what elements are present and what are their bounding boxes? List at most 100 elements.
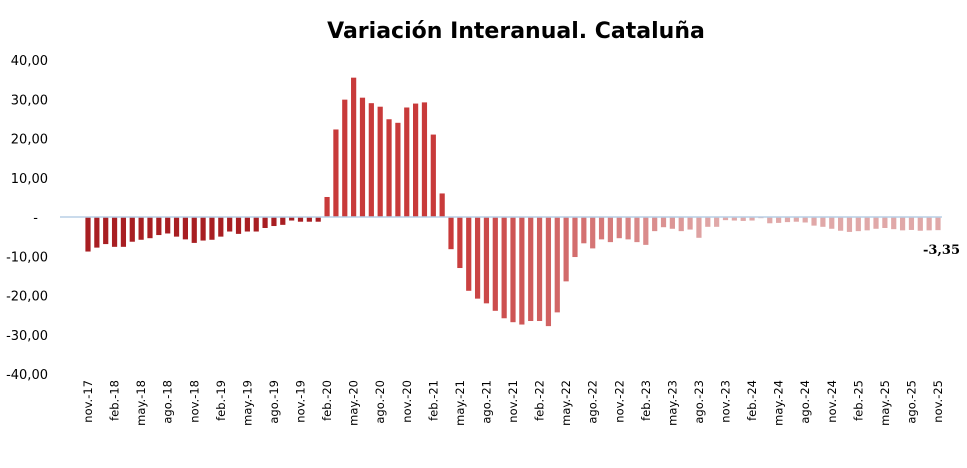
bar bbox=[120, 217, 127, 247]
bar bbox=[899, 217, 906, 231]
bar bbox=[846, 217, 853, 232]
x-tick-label: ago.-22 bbox=[586, 380, 600, 424]
bar bbox=[227, 217, 233, 232]
bar bbox=[652, 217, 658, 232]
bar bbox=[731, 217, 737, 221]
bar bbox=[94, 217, 100, 248]
bar bbox=[262, 217, 268, 228]
bar bbox=[687, 217, 693, 230]
x-tick-label: feb.-18 bbox=[108, 380, 122, 421]
bar bbox=[714, 217, 720, 227]
bar bbox=[430, 134, 436, 217]
x-tick-label: ago.-20 bbox=[373, 380, 387, 424]
bar bbox=[492, 217, 498, 311]
y-tick-label: 40,00 bbox=[11, 54, 48, 69]
x-tick-label: feb.-25 bbox=[851, 380, 865, 421]
bar bbox=[165, 217, 171, 234]
x-tick-label: nov.-23 bbox=[719, 380, 733, 423]
bar bbox=[625, 217, 631, 240]
bar bbox=[457, 217, 463, 269]
bar bbox=[395, 122, 401, 217]
bar bbox=[483, 217, 490, 304]
bar bbox=[838, 217, 844, 231]
bar bbox=[802, 217, 808, 223]
y-tick-label: -40,00 bbox=[6, 368, 48, 383]
bar bbox=[333, 129, 339, 217]
bar bbox=[289, 217, 295, 221]
bar bbox=[669, 217, 675, 229]
bar bbox=[218, 217, 224, 237]
y-tick-label: -30,00 bbox=[6, 329, 48, 344]
x-tick-label: feb.-24 bbox=[745, 380, 759, 421]
x-tick-label: may.-24 bbox=[772, 380, 786, 426]
bar bbox=[722, 217, 729, 221]
x-tick-label: nov.-25 bbox=[931, 380, 945, 423]
bar bbox=[235, 217, 242, 234]
bar bbox=[315, 217, 321, 222]
bar bbox=[590, 217, 596, 249]
bar bbox=[784, 217, 791, 223]
x-tick-label: ago.-23 bbox=[692, 380, 706, 424]
y-tick-label: -20,00 bbox=[6, 290, 48, 305]
bar bbox=[519, 217, 525, 325]
bar bbox=[501, 217, 507, 319]
bar bbox=[873, 217, 879, 229]
bar bbox=[448, 217, 454, 250]
bar bbox=[404, 107, 410, 217]
x-tick-label: nov.-17 bbox=[81, 380, 95, 423]
bar bbox=[474, 217, 481, 299]
bar bbox=[209, 217, 215, 240]
bar bbox=[386, 119, 392, 217]
y-tick-label: 30,00 bbox=[11, 93, 48, 108]
bar bbox=[678, 217, 684, 232]
bar bbox=[563, 217, 569, 282]
bar bbox=[306, 217, 312, 222]
bar bbox=[572, 217, 578, 258]
x-tick-label: may.-25 bbox=[878, 380, 892, 426]
bar bbox=[926, 217, 932, 231]
bar bbox=[749, 217, 755, 221]
x-tick-label: nov.-19 bbox=[294, 380, 308, 423]
bar bbox=[377, 106, 383, 217]
bar bbox=[660, 217, 667, 228]
bar bbox=[607, 217, 613, 243]
bar bbox=[891, 217, 897, 230]
bar bbox=[811, 217, 817, 226]
x-tick-label: feb.-20 bbox=[320, 380, 334, 421]
y-tick-label: - bbox=[33, 211, 38, 226]
bar bbox=[342, 99, 348, 217]
bar bbox=[359, 97, 366, 217]
bar bbox=[439, 193, 445, 217]
bar bbox=[413, 103, 419, 217]
x-tick-label: ago.-24 bbox=[798, 380, 812, 424]
bar bbox=[634, 217, 640, 243]
bar bbox=[271, 217, 277, 227]
bar bbox=[820, 217, 826, 227]
bar bbox=[767, 217, 773, 224]
bar bbox=[696, 217, 702, 238]
bar bbox=[466, 217, 472, 291]
y-tick-label: 20,00 bbox=[11, 133, 48, 148]
bar bbox=[191, 217, 197, 243]
bar bbox=[581, 217, 587, 244]
bar bbox=[616, 217, 622, 239]
x-tick-label: nov.-18 bbox=[187, 380, 201, 423]
x-tick-label: ago.-19 bbox=[267, 380, 281, 424]
bar bbox=[324, 196, 330, 217]
x-tick-label: feb.-22 bbox=[533, 380, 547, 421]
bar bbox=[829, 217, 835, 229]
x-tick-label: nov.-22 bbox=[612, 380, 626, 423]
bar bbox=[554, 217, 560, 313]
bar bbox=[545, 217, 552, 327]
x-tick-label: may.-23 bbox=[665, 380, 679, 426]
bar bbox=[280, 217, 286, 225]
bar bbox=[643, 217, 649, 245]
bar bbox=[147, 217, 153, 239]
bar bbox=[908, 217, 915, 230]
bar bbox=[882, 217, 888, 228]
x-tick-label: ago.-21 bbox=[479, 380, 493, 424]
bar bbox=[111, 217, 118, 247]
bar bbox=[598, 217, 605, 240]
bar bbox=[244, 217, 250, 232]
